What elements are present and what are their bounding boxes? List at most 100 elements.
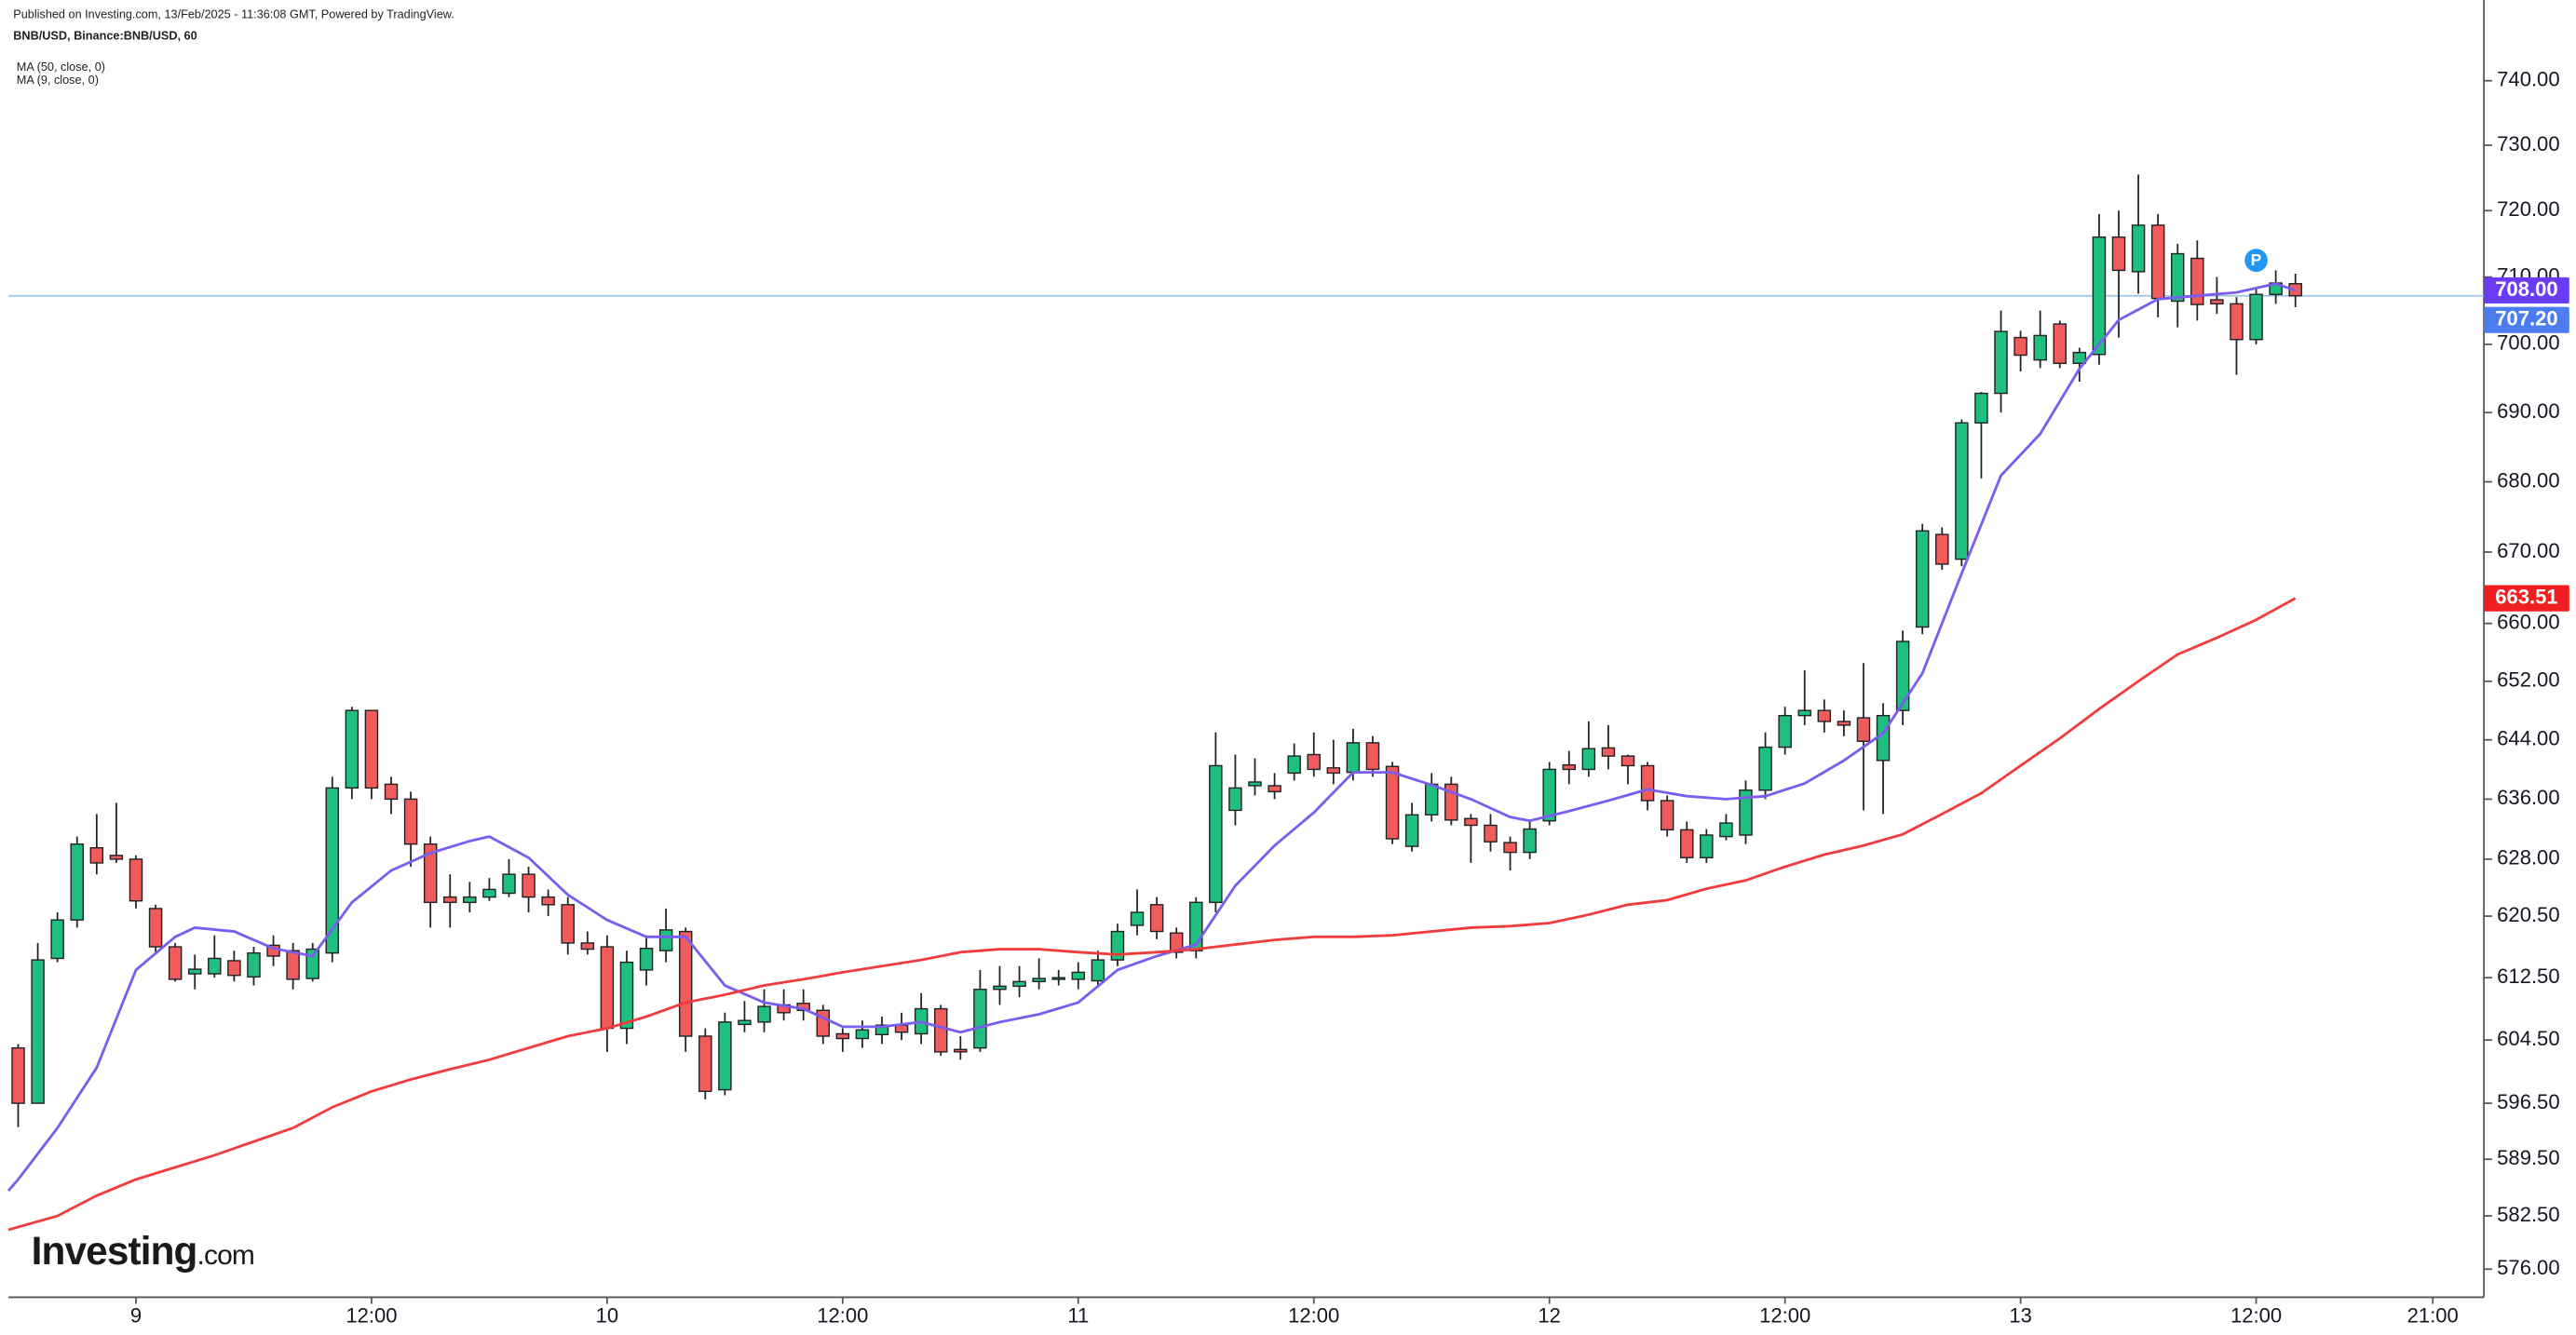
candle-body [1994, 330, 2008, 395]
marker-label: P [2251, 250, 2262, 269]
candle-body [208, 957, 222, 975]
x-tick-label: 10 [596, 1303, 619, 1327]
candle-body [2053, 323, 2068, 364]
candle-body [1856, 717, 1871, 742]
y-tick-label: 670.00 [2497, 539, 2559, 562]
candle-body [1346, 742, 1361, 774]
candle-body [148, 908, 163, 948]
y-tick-label: 680.00 [2497, 468, 2559, 492]
candle-body [561, 904, 575, 944]
candle-body [168, 946, 183, 980]
candle-body [403, 798, 418, 845]
candle-body [874, 1024, 889, 1036]
candle-body [325, 787, 340, 954]
candle-body [11, 1046, 25, 1104]
candle-body [757, 1005, 771, 1023]
candle-body [1503, 842, 1517, 854]
candle-body [463, 896, 477, 904]
candle-body [1955, 422, 1969, 560]
candle-body [1424, 783, 1439, 816]
candle-body [658, 929, 673, 951]
candle-body [1149, 904, 1164, 933]
y-tick-label: 660.00 [2497, 610, 2559, 633]
candle-body [2249, 293, 2263, 341]
candle-body [31, 959, 45, 1104]
candle-body [1248, 781, 1262, 787]
candle-body [1680, 829, 1694, 858]
candle-body [502, 873, 516, 895]
x-tick-label: 12 [1538, 1303, 1561, 1327]
logo: Investing.com [32, 1229, 254, 1273]
price-label: 708.00 [2495, 277, 2557, 301]
candle-body [2072, 351, 2087, 364]
y-tick-label: 620.50 [2497, 903, 2559, 926]
candle-body [718, 1021, 732, 1091]
candle-body [993, 985, 1007, 991]
candle-body [109, 855, 124, 860]
candle-body [1051, 977, 1065, 980]
y-tick-label: 589.50 [2497, 1146, 2559, 1169]
price-label-box [2484, 276, 2569, 304]
y-tick-label: 604.50 [2497, 1027, 2559, 1050]
candle-body [1032, 978, 1046, 983]
marker: P [2244, 249, 2268, 273]
candle-body [2033, 334, 2047, 361]
candle-body [1464, 817, 1478, 827]
x-tick-label: 12:00 [346, 1303, 397, 1327]
candle-body [1719, 822, 1733, 838]
y-tick-label: 690.00 [2497, 399, 2559, 423]
candle-body [1484, 824, 1498, 843]
x-tick-label: 12:00 [2230, 1303, 2282, 1327]
x-tick-label: 13 [2009, 1303, 2032, 1327]
y-tick-label: 700.00 [2497, 331, 2559, 355]
symbol-title: BNB/USD, Binance:BNB/USD, 60 [13, 29, 197, 42]
candle-body [1895, 641, 1910, 711]
candle-body [1110, 930, 1125, 961]
candle-body [129, 858, 143, 902]
candle-body [2092, 236, 2107, 356]
candle-body [70, 843, 84, 921]
candle-body [1228, 787, 1242, 812]
y-tick-label: 596.50 [2497, 1090, 2559, 1113]
candle-body [2230, 303, 2244, 341]
y-tick-label: 730.00 [2497, 132, 2559, 155]
y-tick-label: 720.00 [2497, 197, 2559, 221]
candle-body [1209, 764, 1223, 904]
logo-suffix: .com [197, 1240, 254, 1271]
candle-body [855, 1029, 870, 1040]
candle-body [1385, 765, 1400, 840]
candle-body [619, 961, 634, 1030]
x-tick-label: 9 [130, 1303, 142, 1327]
candle-body [894, 1024, 909, 1033]
candle-body [1758, 746, 1772, 791]
candle-body [678, 930, 693, 1037]
candle-body [1817, 709, 1832, 722]
candle-body [1915, 530, 1930, 628]
candle-body [2210, 299, 2224, 305]
candle-body [187, 968, 202, 975]
y-tick-label: 636.00 [2497, 786, 2559, 809]
candle-body [1012, 980, 1026, 988]
ma9-legend: MA (9, close, 0) [17, 74, 99, 87]
candle-body [1974, 392, 1988, 424]
candle-body [639, 947, 654, 971]
candle-body [443, 896, 457, 904]
ma50-legend: MA (50, close, 0) [17, 61, 105, 74]
candle-body [816, 1009, 831, 1037]
candle-body [1523, 828, 1537, 854]
candle-body [1542, 768, 1556, 822]
candle-body [600, 946, 615, 1030]
price-label-box [2484, 585, 2569, 612]
price-label: 707.20 [2495, 307, 2557, 330]
candle-body [1287, 755, 1301, 775]
candle-body [973, 988, 987, 1049]
candle-body [1797, 709, 1811, 717]
candle-body [1169, 932, 1184, 953]
candle-body [1640, 764, 1655, 802]
x-tick-label: 11 [1067, 1303, 1089, 1327]
y-tick-label: 582.50 [2497, 1203, 2559, 1226]
candle-body [1562, 763, 1577, 771]
